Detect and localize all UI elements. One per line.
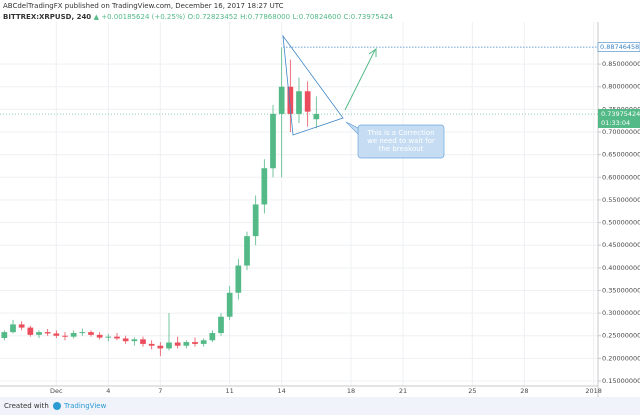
x-tick-label: 18 (347, 387, 355, 395)
arrow (344, 49, 376, 111)
x-tick-label: 28 (520, 387, 528, 395)
annotation-text: This is a Correction (366, 129, 434, 137)
last-price-label: 0.73975424 (601, 110, 640, 118)
candle-body (200, 340, 207, 344)
candle-body (157, 345, 164, 349)
candle-body (148, 343, 155, 346)
y-tick-label: 0.35000000 (602, 286, 640, 294)
y-tick-label: 0.85000000 (602, 60, 640, 68)
header-line: BITTREX:XRPUSD, 240 ▲ +0.00185624 (+0.25… (3, 13, 394, 21)
candle-body (252, 204, 259, 237)
candle-body (122, 338, 129, 342)
candle-body (36, 332, 42, 335)
candle-body (44, 332, 51, 334)
candle-body (53, 333, 60, 336)
ohlc-low: L:0.70824600 (293, 13, 342, 21)
candle-body (235, 265, 242, 293)
candle-body (192, 342, 198, 344)
x-tick-label: 2018 (585, 387, 602, 395)
candle-body (313, 114, 320, 120)
annotation-text: we need to wait for (367, 137, 435, 145)
candle-body (304, 91, 311, 112)
ohlc-high: H:0.77868000 (240, 13, 290, 21)
candle-body (183, 342, 190, 346)
candle-body (1, 332, 8, 339)
candle-body (218, 316, 224, 334)
candle-body (114, 336, 120, 339)
x-tick-label: 21 (399, 387, 407, 395)
candle-body (270, 113, 276, 169)
candle-body (27, 327, 34, 335)
candle-body (244, 236, 250, 266)
candle-body (140, 339, 146, 344)
ohlc-open: O:0.72823452 (188, 13, 238, 21)
candle-body (226, 292, 233, 317)
chart-title: ABCdelTradingFX published on TradingView… (3, 2, 284, 10)
y-tick-label: 0.70000000 (602, 128, 640, 136)
candle-body (79, 332, 86, 334)
candle-body (131, 339, 138, 342)
candle-body (166, 342, 172, 349)
x-tick-label: 11 (226, 387, 234, 395)
candle-body (88, 332, 94, 335)
ohlc-close: C:0.73975424 (344, 13, 394, 21)
annotation-text: the breakout (379, 145, 424, 153)
candle-body (70, 333, 77, 337)
footer-logo (53, 402, 61, 410)
y-tick-label: 0.15000000 (602, 377, 640, 385)
candle-body (62, 335, 68, 337)
x-tick-label: 4 (106, 387, 110, 395)
y-tick-label: 0.60000000 (602, 173, 640, 181)
y-tick-label: 0.40000000 (602, 264, 640, 272)
candle-body (209, 333, 216, 341)
candle-body (18, 324, 25, 328)
x-tick-label: 25 (468, 387, 476, 395)
y-tick-label: 0.65000000 (602, 151, 640, 159)
x-tick-label: 14 (278, 387, 286, 395)
footer-brand: TradingView (63, 402, 107, 410)
y-tick-label: 0.55000000 (602, 196, 640, 204)
candle-body (287, 86, 294, 114)
y-tick-label: 0.45000000 (602, 241, 640, 249)
y-tick-label: 0.50000000 (602, 219, 640, 227)
arrow-head (368, 48, 377, 57)
candle-body (174, 342, 181, 346)
candle-body (261, 168, 268, 205)
y-tick-label: 0.80000000 (602, 83, 640, 91)
symbol: BITTREX:XRPUSD, 240 (3, 13, 91, 21)
candle-body (278, 86, 285, 114)
high-line-tag (597, 42, 640, 52)
annotation-pointer (345, 121, 359, 135)
y-tick-label: 0.20000000 (602, 354, 640, 362)
y-tick-label: 0.30000000 (602, 309, 640, 317)
footer-text: Created with (4, 402, 49, 410)
y-tick-label: 0.25000000 (602, 332, 640, 340)
high-line-label: 0.88746458 (600, 43, 639, 51)
change: ▲ +0.00185624 (+0.25%) (94, 13, 186, 21)
candle-body (296, 91, 302, 114)
candle-body (96, 334, 103, 338)
countdown: 01:33:04 (601, 119, 630, 127)
x-tick-label: Dec (50, 387, 63, 395)
candle-body (10, 324, 16, 333)
last-price-tag (598, 109, 640, 129)
footer-bar (0, 397, 640, 415)
x-tick-label: 7 (158, 387, 162, 395)
annotation-box (357, 124, 445, 159)
triangle-drawing (282, 34, 344, 136)
candle-body (105, 336, 112, 338)
